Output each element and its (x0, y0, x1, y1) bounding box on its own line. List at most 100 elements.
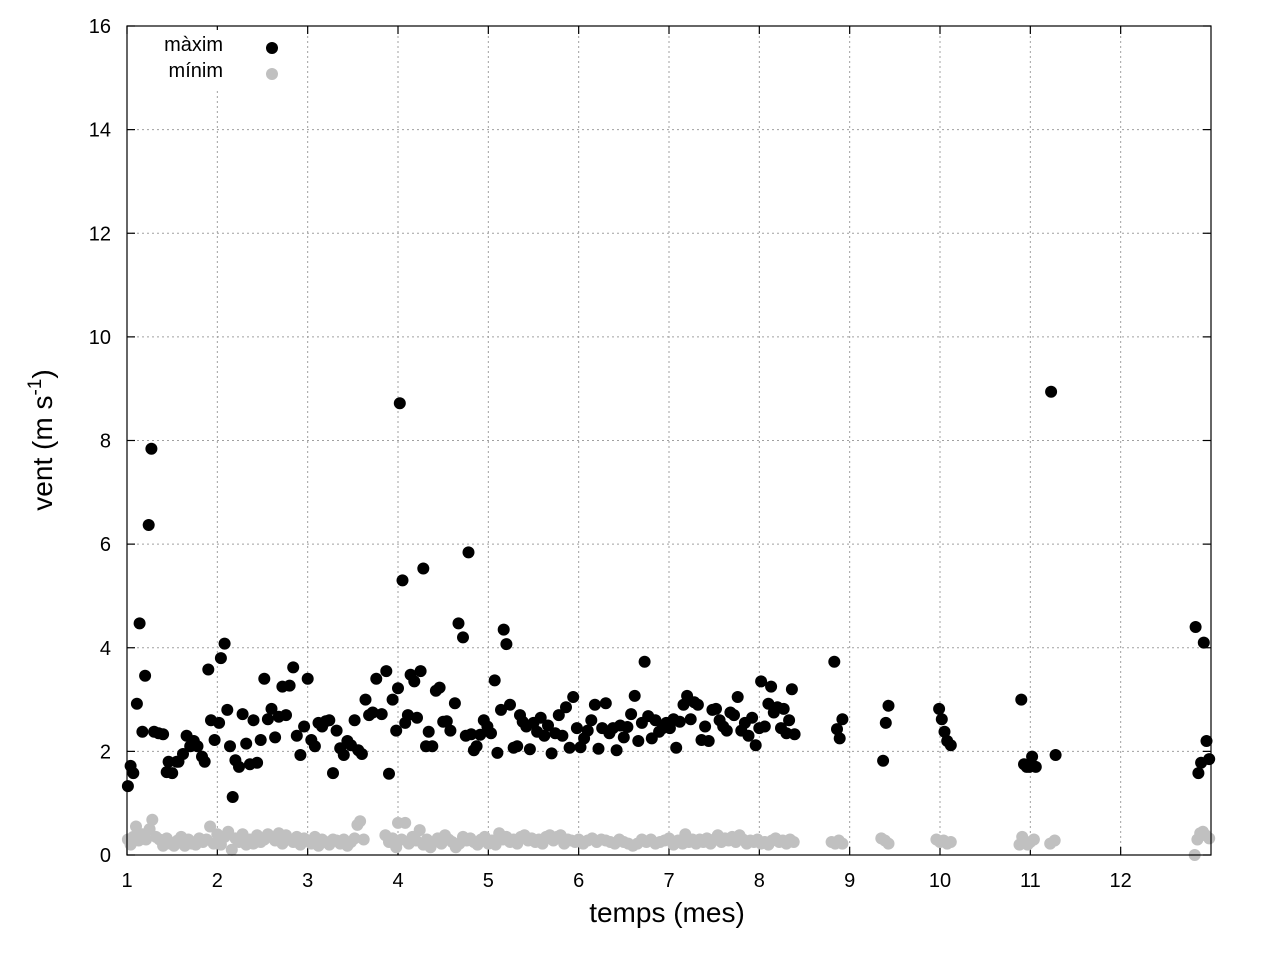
point-maxim (348, 714, 361, 727)
x-tick-label: 10 (929, 870, 951, 892)
point-minim (413, 824, 426, 837)
point-maxim (755, 675, 768, 688)
point-maxim (390, 724, 403, 737)
point-maxim (497, 623, 510, 636)
point-minim (882, 837, 895, 850)
point-maxim (534, 711, 547, 724)
y-axis-title-exponent: -1 (25, 379, 46, 396)
point-maxim (130, 697, 143, 710)
x-tick-label: 11 (1020, 870, 1041, 892)
point-maxim (879, 716, 892, 729)
y-axis-title-main: vent (m s (27, 396, 58, 511)
point-maxim (610, 744, 623, 757)
point-maxim (552, 709, 565, 722)
point-maxim (166, 767, 179, 780)
point-maxim (254, 734, 267, 746)
point-maxim (625, 708, 638, 721)
point-maxim (833, 732, 846, 745)
point-maxim (366, 706, 379, 719)
point-maxim (691, 698, 704, 711)
point-maxim (355, 748, 368, 760)
point-maxim (142, 519, 155, 531)
point-maxim (251, 756, 264, 769)
point-maxim (283, 679, 296, 692)
point-maxim (218, 637, 231, 650)
point-maxim (470, 740, 483, 753)
y-tick-label: 6 (100, 534, 111, 556)
y-tick-label: 0 (100, 845, 111, 867)
point-maxim (287, 661, 300, 674)
point-maxim (670, 741, 683, 754)
point-maxim (500, 638, 513, 651)
plot-frame (126, 25, 1212, 856)
point-maxim (121, 780, 134, 793)
point-maxim (1045, 385, 1058, 398)
point-maxim (426, 740, 439, 753)
point-maxim (422, 725, 435, 738)
point-maxim (198, 755, 211, 768)
point-maxim (177, 748, 189, 760)
point-maxim (563, 741, 576, 754)
point-maxim (511, 740, 524, 753)
point-maxim (545, 747, 558, 760)
point-maxim (221, 703, 234, 716)
point-maxim (699, 720, 712, 733)
point-maxim (742, 729, 755, 742)
y-tick-label: 10 (89, 327, 111, 349)
point-maxim (588, 698, 601, 711)
point-maxim (777, 702, 790, 715)
series-maxim (121, 385, 1216, 803)
point-maxim (462, 546, 475, 559)
point-maxim (877, 754, 890, 767)
point-maxim (323, 714, 336, 727)
point-maxim (570, 722, 583, 735)
y-tick-label: 12 (89, 223, 111, 245)
point-maxim (831, 723, 843, 736)
point-maxim (236, 708, 249, 721)
legend-marker-maxim (266, 42, 278, 54)
point-maxim (139, 669, 152, 682)
point-maxim (380, 665, 393, 678)
point-minim (354, 815, 367, 828)
point-maxim (290, 729, 303, 742)
point-maxim (765, 680, 778, 693)
point-maxim (444, 724, 457, 737)
point-minim (787, 836, 800, 848)
legend-marker-minim (266, 68, 278, 80)
point-maxim (408, 675, 421, 688)
point-maxim (684, 713, 697, 726)
point-maxim (1192, 767, 1205, 780)
point-maxim (474, 728, 487, 741)
point-maxim (1015, 693, 1028, 706)
point-maxim (1189, 621, 1202, 633)
point-maxim (836, 713, 849, 726)
y-tick-label: 16 (89, 16, 111, 38)
point-maxim (401, 709, 414, 722)
point-maxim (1197, 636, 1210, 649)
point-maxim (485, 727, 497, 740)
point-minim (225, 843, 238, 856)
point-maxim (720, 724, 733, 737)
y-tick-label: 2 (100, 741, 111, 763)
x-tick-label: 2 (212, 870, 223, 892)
point-maxim (538, 729, 551, 742)
point-maxim (581, 724, 594, 737)
point-maxim (448, 697, 461, 710)
point-maxim (191, 740, 204, 753)
point-maxim (758, 720, 771, 733)
point-maxim (337, 749, 350, 761)
point-maxim (1026, 750, 1039, 763)
point-maxim (783, 714, 796, 727)
point-maxim (392, 682, 404, 695)
point-minim (204, 820, 217, 833)
legend-label-maxim: màxim (164, 34, 223, 56)
point-maxim (280, 709, 292, 722)
point-minim (399, 816, 412, 829)
point-maxim (649, 714, 662, 727)
point-maxim (495, 703, 507, 716)
point-minim (836, 837, 849, 850)
point-maxim (1029, 760, 1042, 773)
point-maxim (265, 702, 278, 715)
